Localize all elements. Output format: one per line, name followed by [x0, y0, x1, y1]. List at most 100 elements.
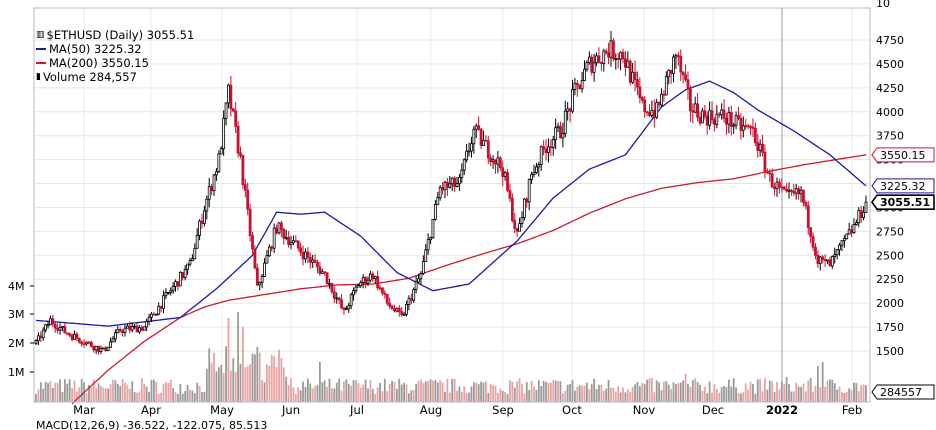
candle-body [282, 229, 286, 239]
candle-body [556, 125, 560, 129]
candle-body [436, 197, 440, 206]
candle-body [330, 282, 334, 293]
volume-bar [552, 380, 555, 402]
candle-body [332, 291, 336, 299]
x-tick-label: Jun [281, 403, 300, 417]
volume-bar [571, 380, 574, 402]
volume-bar [407, 393, 410, 402]
volume-bar [675, 384, 677, 402]
volume-bar [499, 388, 502, 402]
volume-bar [177, 393, 179, 402]
volume-bar [807, 380, 810, 402]
candle-body [785, 188, 789, 192]
candle-body [768, 172, 772, 175]
candle-body [294, 240, 298, 243]
volume-bar [165, 382, 167, 402]
candle-body [429, 237, 432, 241]
candle-body [260, 275, 264, 283]
candle-body [571, 89, 574, 112]
volume-bar [687, 383, 689, 402]
volume-bar [304, 387, 307, 402]
candle-body [823, 259, 827, 261]
candle-body [140, 327, 144, 331]
candle-body [258, 281, 262, 286]
volume-bar [49, 380, 52, 402]
volume-bar [383, 378, 386, 402]
volume-bar [564, 390, 567, 402]
candle-body [780, 186, 784, 189]
candle-body [566, 108, 570, 112]
volume-bar [405, 384, 408, 402]
volume-bar [321, 382, 324, 402]
candle-body [498, 157, 502, 169]
volume-bar [672, 382, 675, 402]
candle-body [270, 246, 274, 249]
y-tick-label: 2750 [876, 225, 904, 238]
volume-bar [484, 381, 487, 402]
volume-bar [689, 386, 692, 402]
candle-body [835, 249, 839, 256]
candle-body [279, 222, 283, 230]
volume-bar [376, 387, 379, 402]
volume-bar [417, 380, 420, 402]
candle-body [450, 177, 454, 185]
volume-bar [68, 379, 71, 402]
volume-bar [776, 382, 778, 402]
candle-body [626, 60, 630, 68]
volume-bar [102, 387, 105, 402]
candle-body [597, 55, 601, 63]
x-tick-label: May [210, 403, 234, 417]
volume-bar [400, 384, 403, 402]
candle-body [169, 290, 173, 293]
candle-body [847, 229, 851, 235]
volume-bar [323, 380, 326, 402]
volume-bar [561, 393, 564, 402]
volume-bar [210, 362, 213, 402]
volume-bar [581, 385, 584, 402]
candle-body [366, 279, 370, 284]
volume-bar [816, 366, 819, 402]
candle-body [462, 159, 466, 171]
candle-body [275, 227, 278, 234]
volume-bar [845, 392, 848, 402]
volume-bar [357, 383, 360, 402]
volume-bar [800, 386, 802, 402]
volume-bar [446, 378, 449, 402]
candle-body [251, 235, 254, 250]
volume-bar [814, 385, 817, 402]
y-tick-label: 4750 [876, 34, 904, 47]
volume-bar [641, 383, 644, 402]
candle-body [443, 181, 447, 191]
volume-bar [475, 382, 478, 402]
candle-body [474, 125, 478, 130]
volume-bar [629, 392, 632, 402]
candle-body [489, 157, 493, 163]
candle-body [777, 181, 781, 188]
volume-bar [249, 364, 252, 402]
y-tick-label: 10 [876, 0, 890, 10]
candle-body [614, 58, 618, 60]
candle-body [633, 71, 637, 80]
candle-body [388, 302, 392, 307]
volume-bar [701, 390, 704, 402]
candle-body [174, 281, 177, 287]
candle-body [537, 164, 541, 168]
volume-bar [607, 380, 610, 402]
candle-body [272, 227, 276, 249]
volume-bar [451, 378, 454, 402]
candle-body [164, 292, 168, 297]
candle-body [698, 116, 702, 124]
volume-bar [663, 381, 665, 402]
volume-bar [727, 379, 730, 402]
volume-bar [857, 391, 860, 402]
volume-bar [104, 388, 107, 402]
volume-bar [742, 392, 745, 402]
volume-bar [186, 384, 189, 402]
candle-body [46, 324, 50, 327]
candle-body [845, 233, 849, 239]
candle-body [549, 146, 553, 149]
candle-body [178, 272, 182, 287]
candle-body [53, 323, 57, 329]
volume-bar [829, 379, 831, 402]
candle-body [741, 125, 745, 131]
